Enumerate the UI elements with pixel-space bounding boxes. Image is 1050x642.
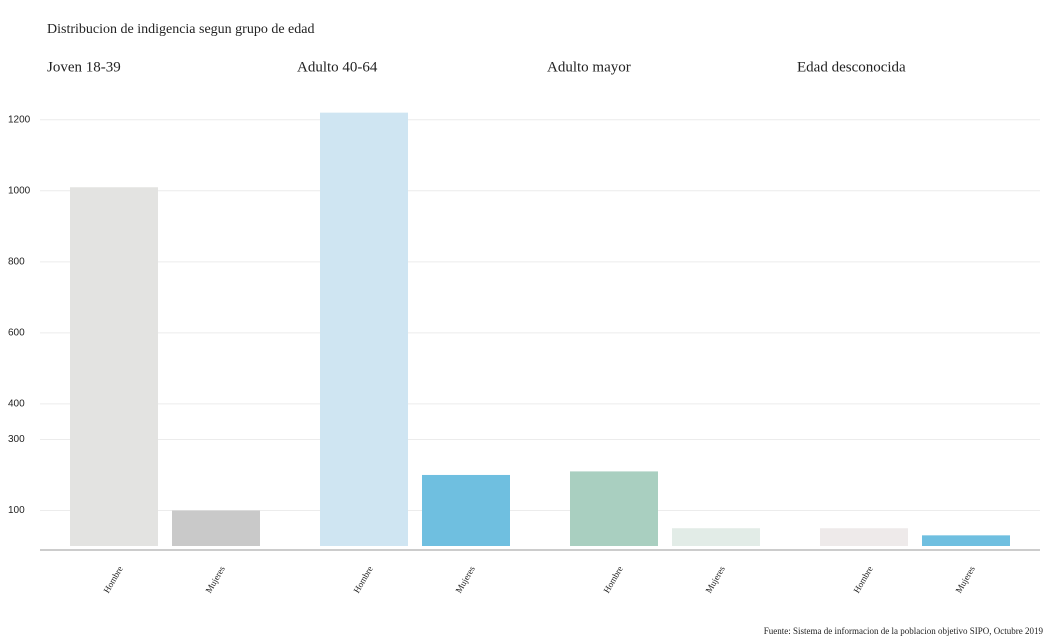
group-label: Joven 18-39: [47, 59, 121, 75]
bar: [570, 471, 658, 546]
x-tick-label: Mujeres: [203, 564, 227, 595]
bar: [320, 112, 408, 546]
bar: [672, 528, 760, 546]
bar: [70, 187, 158, 547]
bar: [820, 528, 908, 546]
y-tick-label: 300: [8, 434, 25, 445]
x-tick-label: Mujeres: [953, 564, 977, 595]
x-tick-label: Mujeres: [453, 564, 477, 595]
x-tick-label: Hombre: [351, 564, 374, 595]
source-note: Fuente: Sistema de informacion de la pob…: [764, 626, 1044, 636]
bar: [422, 474, 510, 546]
group-label: Adulto 40-64: [297, 59, 378, 75]
y-tick-label: 800: [8, 256, 25, 267]
bar: [172, 510, 260, 546]
x-tick-label: Mujeres: [703, 564, 727, 595]
y-tick-label: 400: [8, 399, 25, 410]
y-tick-label: 1200: [8, 114, 31, 125]
y-tick-label: 600: [8, 328, 25, 339]
y-tick-label: 1000: [8, 185, 31, 196]
x-tick-label: Hombre: [101, 564, 124, 595]
x-tick-label: Hombre: [851, 564, 874, 595]
bar: [922, 535, 1010, 546]
chart-title: Distribucion de indigencia segun grupo d…: [47, 22, 314, 37]
group-label: Edad desconocida: [797, 59, 906, 75]
group-label: Adulto mayor: [547, 59, 631, 75]
x-tick-label: Hombre: [601, 564, 624, 595]
y-tick-label: 100: [8, 505, 25, 516]
